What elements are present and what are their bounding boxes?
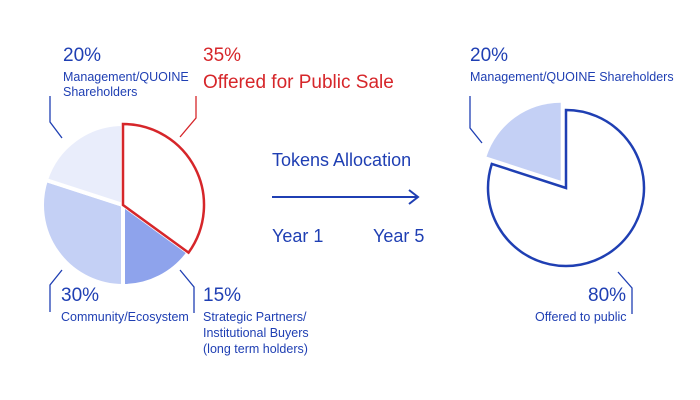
label-offered-public-sale: Offered for Public Sale [203, 72, 394, 93]
label-30-percent: 30% [61, 285, 100, 306]
label-20-percent-right: 20% [470, 45, 509, 66]
arrow [272, 189, 420, 205]
slice-30-community [40, 177, 125, 289]
slice-80-offered-public [486, 108, 646, 268]
arrow-head [408, 189, 420, 205]
label-15-percent: 15% [203, 285, 242, 306]
label-management-left-line1: Management/QUOINE [63, 70, 189, 84]
label-management-right: Management/QUOINE Shareholders [470, 70, 674, 84]
slice-15-strategic [121, 201, 192, 289]
slice-35-public-sale [121, 122, 206, 255]
label-35-percent: 35% [203, 45, 242, 66]
label-strategic-line2: Institutional Buyers [203, 326, 309, 340]
slice-20-management [43, 121, 125, 208]
slice-20-management-right [486, 102, 561, 181]
year-1-label: Year 1 [272, 226, 324, 246]
leader-line-20-right [469, 96, 483, 144]
tokens-allocation-title: Tokens Allocation [272, 150, 412, 170]
leader-line-20-left [49, 96, 63, 139]
label-management-left-line2: Shareholders [63, 85, 138, 99]
leader-lines [49, 96, 633, 314]
leader-line-15 [179, 269, 195, 313]
year-5-label: Year 5 [373, 226, 425, 246]
leader-line-35 [179, 96, 197, 138]
label-20-percent-left: 20% [63, 45, 102, 66]
label-community: Community/Ecosystem [61, 310, 189, 324]
label-strategic-line3: (long term holders) [203, 342, 308, 356]
pie-year-1 [40, 121, 206, 289]
leader-line-80 [617, 271, 633, 314]
leader-line-30 [49, 269, 63, 312]
pie-year-5 [486, 102, 646, 268]
label-strategic-line1: Strategic Partners/ [203, 310, 307, 324]
label-80-percent: 80% [588, 285, 627, 306]
label-offered-to-public: Offered to public [535, 310, 627, 324]
